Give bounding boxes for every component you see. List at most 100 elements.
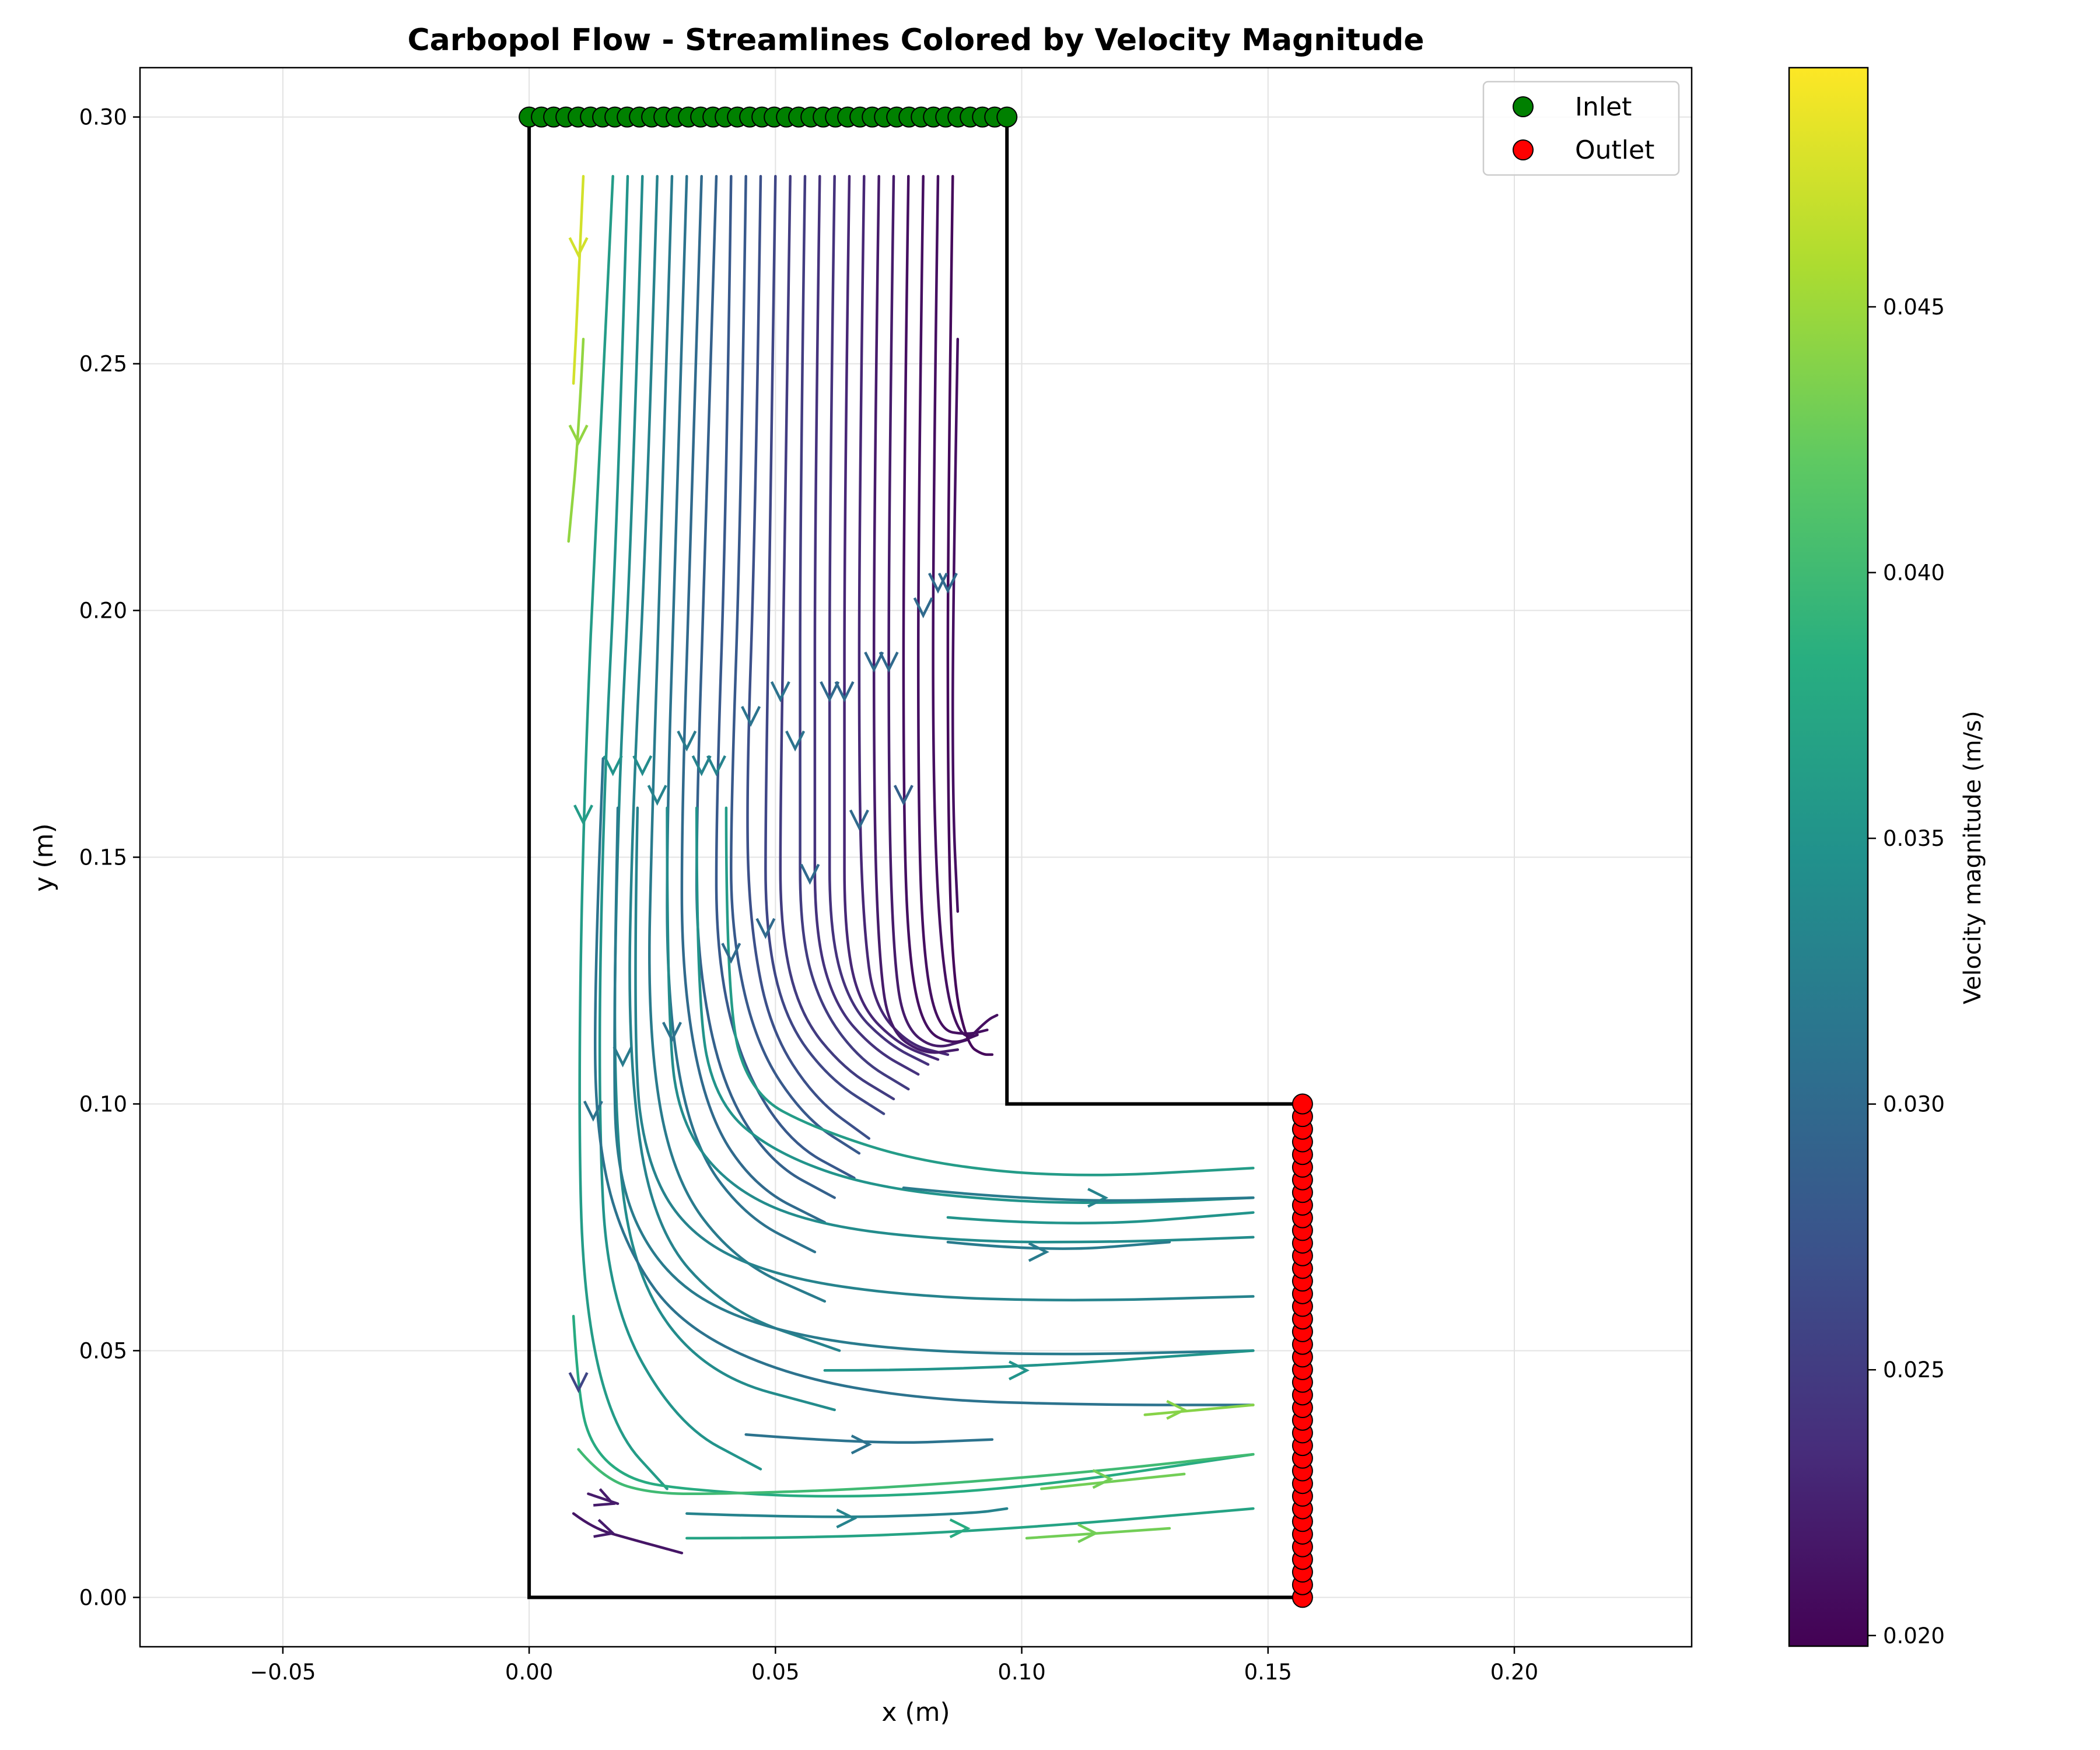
streamline xyxy=(946,174,994,1056)
streamline-arrow xyxy=(949,1518,971,1539)
streamline xyxy=(902,174,979,1044)
streamline-arrow xyxy=(1008,1360,1030,1381)
streamline-arrow xyxy=(928,572,949,594)
y-tick-label: 0.00 xyxy=(79,1585,127,1610)
streamline-arrow xyxy=(662,1021,682,1043)
streamline xyxy=(695,806,1255,1204)
x-tick-label: 0.15 xyxy=(1244,1660,1292,1685)
streamline-arrow xyxy=(568,1372,589,1394)
streamline-arrow xyxy=(937,572,958,594)
boundary-markers xyxy=(519,106,1313,1608)
streamline-arrow xyxy=(568,424,589,446)
streamline xyxy=(1040,1472,1186,1490)
streamline-arrow xyxy=(1166,1399,1188,1420)
y-tick-label: 0.10 xyxy=(79,1091,127,1116)
streamline-arrow xyxy=(721,943,741,964)
x-tick-label: 0.05 xyxy=(751,1660,799,1685)
legend-inlet-marker xyxy=(1513,96,1534,117)
streamline xyxy=(598,174,762,1471)
streamline xyxy=(779,174,895,1101)
colorbar-tick-label: 0.025 xyxy=(1883,1357,1945,1382)
streamline xyxy=(887,174,969,1048)
streamline-arrow xyxy=(568,237,589,258)
streamline xyxy=(680,174,827,1224)
streamline xyxy=(1143,1404,1255,1416)
streamline xyxy=(587,1492,620,1505)
streamlines xyxy=(567,174,1255,1555)
streamline xyxy=(799,174,910,1091)
streamline xyxy=(634,806,1255,1301)
streamline xyxy=(685,1507,1255,1540)
streamline xyxy=(764,174,886,1115)
streamline-arrow xyxy=(691,755,712,776)
streamline xyxy=(813,174,920,1076)
x-axis-label: x (m) xyxy=(881,1698,950,1727)
x-tick-label: 0.00 xyxy=(505,1660,553,1685)
streamline xyxy=(685,1507,1009,1518)
y-axis-ticks: 0.00 0.05 0.10 0.15 0.20 0.25 0.30 xyxy=(79,105,140,1610)
x-tick-label: 0.20 xyxy=(1490,1660,1538,1685)
streamline xyxy=(577,1448,1255,1496)
streamline xyxy=(724,806,1255,1177)
colorbar-gradient xyxy=(1788,66,1869,1647)
streamline-arrows xyxy=(568,237,1188,1544)
streamline-arrow xyxy=(850,1434,872,1455)
streamline-arrow xyxy=(741,706,761,727)
streamline-arrow xyxy=(583,1100,603,1122)
streamline xyxy=(715,174,856,1180)
streamline xyxy=(932,174,999,1037)
streamline-arrow xyxy=(1092,1469,1114,1489)
y-axis-label: y (m) xyxy=(29,823,59,891)
y-tick-label: 0.25 xyxy=(79,352,127,377)
streamline xyxy=(666,806,1255,1244)
streamline xyxy=(744,1433,994,1444)
colorbar: 0.020 0.025 0.030 0.035 0.040 0.045 Velocity … xyxy=(1788,66,1986,1648)
streamline xyxy=(567,338,585,543)
y-tick-label: 0.05 xyxy=(79,1338,127,1363)
streamline-arrow xyxy=(800,863,820,885)
streamline-arrow xyxy=(593,1518,616,1538)
streamline-arrow xyxy=(770,681,790,702)
streamline xyxy=(730,174,861,1155)
streamline xyxy=(872,174,960,1054)
streamline-arrow xyxy=(593,1488,616,1507)
streamline-arrow xyxy=(1087,1188,1109,1208)
streamline-arrow xyxy=(647,785,667,806)
streamline-arrow xyxy=(864,651,884,673)
chart-title: Carbopol Flow - Streamlines Colored by V… xyxy=(408,23,1424,58)
streamline xyxy=(843,174,940,1061)
streamline-arrow xyxy=(1077,1523,1099,1544)
colorbar-tick-label: 0.045 xyxy=(1883,295,1945,320)
streamline-arrow xyxy=(849,809,869,831)
streamline xyxy=(572,1314,1255,1498)
streamline-arrow xyxy=(834,681,855,702)
legend-inlet-label: Inlet xyxy=(1575,92,1632,122)
y-tick-label: 0.20 xyxy=(79,598,127,624)
streamline xyxy=(828,174,930,1066)
colorbar-label: Velocity magnitude (m/s) xyxy=(1959,710,1986,1004)
streamline xyxy=(746,174,871,1140)
streamline xyxy=(628,174,841,1352)
streamline xyxy=(902,1186,1255,1202)
streamline-arrow xyxy=(836,1508,858,1529)
y-tick-label: 0.15 xyxy=(79,845,127,870)
streamline-arrow xyxy=(1028,1242,1049,1262)
grid xyxy=(140,68,1692,1647)
streamline xyxy=(594,757,1255,1406)
streamline xyxy=(572,1512,684,1555)
streamline xyxy=(572,174,585,385)
x-tick-label: 0.10 xyxy=(998,1660,1045,1685)
colorbar-tick-label: 0.040 xyxy=(1883,561,1945,586)
streamline-arrow xyxy=(893,785,914,806)
streamline xyxy=(578,174,668,1490)
colorbar-ticks: 0.020 0.025 0.030 0.035 0.040 0.045 xyxy=(1868,295,1945,1648)
streamline-arrow xyxy=(706,755,727,776)
streamline-arrow xyxy=(632,755,653,776)
streamline xyxy=(666,174,817,1254)
x-axis-ticks: −0.05 0.00 0.05 0.10 0.15 0.20 xyxy=(250,1647,1538,1685)
y-tick-label: 0.30 xyxy=(79,105,127,130)
streamline xyxy=(946,1211,1255,1224)
streamline xyxy=(648,174,827,1303)
legend-outlet-label: Outlet xyxy=(1575,135,1654,165)
